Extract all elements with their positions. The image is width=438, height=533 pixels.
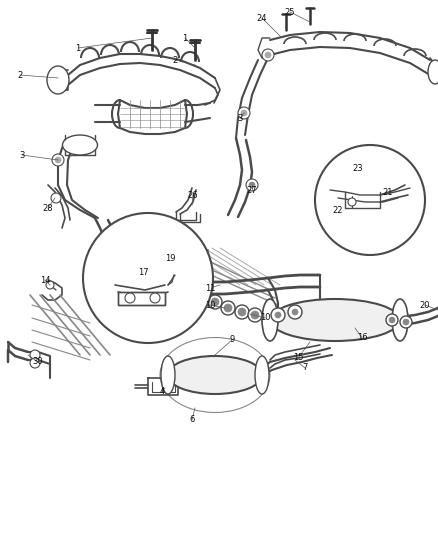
Text: 6: 6 xyxy=(189,416,194,424)
Ellipse shape xyxy=(427,60,438,84)
Circle shape xyxy=(150,293,159,303)
Ellipse shape xyxy=(161,356,175,394)
Circle shape xyxy=(55,157,61,163)
Text: 23: 23 xyxy=(352,164,363,173)
Text: 21: 21 xyxy=(382,188,392,197)
Text: 10: 10 xyxy=(259,313,270,322)
Circle shape xyxy=(248,182,254,188)
Text: 20: 20 xyxy=(419,301,429,310)
Circle shape xyxy=(274,312,280,318)
Text: 16: 16 xyxy=(356,334,367,343)
Circle shape xyxy=(237,107,249,119)
Text: 17: 17 xyxy=(138,268,148,277)
Text: 22: 22 xyxy=(332,206,343,214)
Text: 30: 30 xyxy=(32,358,43,367)
Ellipse shape xyxy=(220,301,234,315)
Text: 4: 4 xyxy=(159,387,164,397)
Ellipse shape xyxy=(234,305,248,319)
Text: 19: 19 xyxy=(164,254,175,262)
Circle shape xyxy=(30,350,40,360)
Text: 28: 28 xyxy=(42,204,53,213)
Circle shape xyxy=(245,179,258,191)
Circle shape xyxy=(52,154,64,166)
Ellipse shape xyxy=(247,308,261,322)
Ellipse shape xyxy=(385,314,397,326)
Circle shape xyxy=(314,145,424,255)
Ellipse shape xyxy=(269,299,399,341)
Text: 3: 3 xyxy=(237,114,242,123)
Ellipse shape xyxy=(62,135,97,155)
Ellipse shape xyxy=(47,66,69,94)
Circle shape xyxy=(240,110,247,116)
Text: 3: 3 xyxy=(19,150,25,159)
Polygon shape xyxy=(118,292,165,305)
Text: 10: 10 xyxy=(204,301,215,310)
Text: 15: 15 xyxy=(292,353,303,362)
Circle shape xyxy=(261,49,273,61)
Text: 9: 9 xyxy=(229,335,234,344)
Text: 24: 24 xyxy=(256,13,267,22)
Circle shape xyxy=(237,308,245,316)
Circle shape xyxy=(125,293,135,303)
Ellipse shape xyxy=(399,316,411,328)
Text: 2: 2 xyxy=(18,70,23,79)
Text: 25: 25 xyxy=(284,7,295,17)
Circle shape xyxy=(51,193,61,203)
Text: 11: 11 xyxy=(204,284,215,293)
Circle shape xyxy=(251,311,258,319)
Text: 2: 2 xyxy=(172,55,177,64)
Ellipse shape xyxy=(270,308,284,322)
Ellipse shape xyxy=(208,295,222,309)
Circle shape xyxy=(402,319,408,325)
Text: 1: 1 xyxy=(182,34,187,43)
Circle shape xyxy=(265,52,270,58)
Circle shape xyxy=(83,213,212,343)
Circle shape xyxy=(354,170,364,180)
Circle shape xyxy=(388,317,394,323)
Circle shape xyxy=(46,281,54,289)
Ellipse shape xyxy=(261,299,277,341)
Ellipse shape xyxy=(167,356,262,394)
Circle shape xyxy=(211,298,219,306)
Circle shape xyxy=(291,309,297,315)
Ellipse shape xyxy=(391,299,407,341)
Text: 7: 7 xyxy=(302,364,307,373)
Text: 26: 26 xyxy=(187,190,198,199)
Text: 1: 1 xyxy=(75,44,81,52)
Text: 27: 27 xyxy=(246,185,257,195)
Circle shape xyxy=(347,198,355,206)
Circle shape xyxy=(223,304,231,312)
Ellipse shape xyxy=(287,305,301,319)
Text: 14: 14 xyxy=(40,276,50,285)
Circle shape xyxy=(30,358,40,368)
Ellipse shape xyxy=(254,356,268,394)
